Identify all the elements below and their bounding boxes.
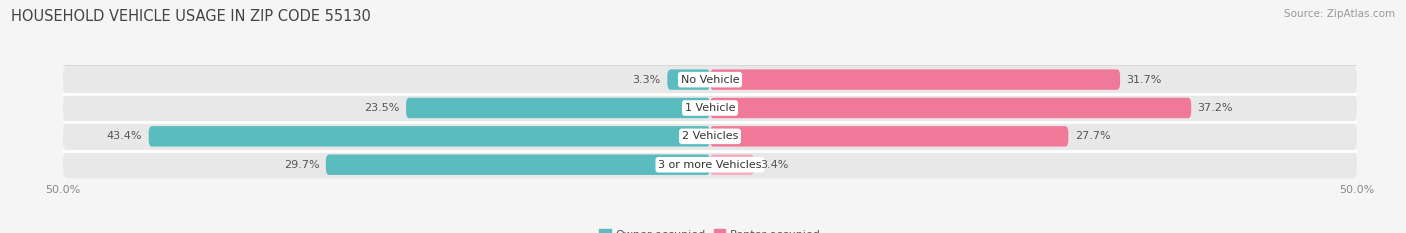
FancyBboxPatch shape [710, 98, 1191, 118]
Text: 3.3%: 3.3% [633, 75, 661, 85]
FancyBboxPatch shape [326, 154, 710, 175]
Text: 43.4%: 43.4% [107, 131, 142, 141]
Text: 31.7%: 31.7% [1126, 75, 1161, 85]
FancyBboxPatch shape [63, 123, 1357, 150]
Text: 3.4%: 3.4% [761, 160, 789, 170]
Text: 2 Vehicles: 2 Vehicles [682, 131, 738, 141]
Text: 23.5%: 23.5% [364, 103, 399, 113]
FancyBboxPatch shape [668, 69, 710, 90]
Text: 29.7%: 29.7% [284, 160, 319, 170]
FancyBboxPatch shape [63, 66, 1357, 93]
Text: HOUSEHOLD VEHICLE USAGE IN ZIP CODE 55130: HOUSEHOLD VEHICLE USAGE IN ZIP CODE 5513… [11, 9, 371, 24]
FancyBboxPatch shape [710, 154, 754, 175]
Text: No Vehicle: No Vehicle [681, 75, 740, 85]
FancyBboxPatch shape [710, 126, 1069, 147]
Text: 3 or more Vehicles: 3 or more Vehicles [658, 160, 762, 170]
Text: 37.2%: 37.2% [1198, 103, 1233, 113]
Legend: Owner-occupied, Renter-occupied: Owner-occupied, Renter-occupied [595, 225, 825, 233]
Text: 27.7%: 27.7% [1074, 131, 1111, 141]
Text: 1 Vehicle: 1 Vehicle [685, 103, 735, 113]
Text: Source: ZipAtlas.com: Source: ZipAtlas.com [1284, 9, 1395, 19]
FancyBboxPatch shape [149, 126, 710, 147]
FancyBboxPatch shape [63, 151, 1357, 178]
FancyBboxPatch shape [63, 94, 1357, 122]
FancyBboxPatch shape [710, 69, 1121, 90]
FancyBboxPatch shape [406, 98, 710, 118]
